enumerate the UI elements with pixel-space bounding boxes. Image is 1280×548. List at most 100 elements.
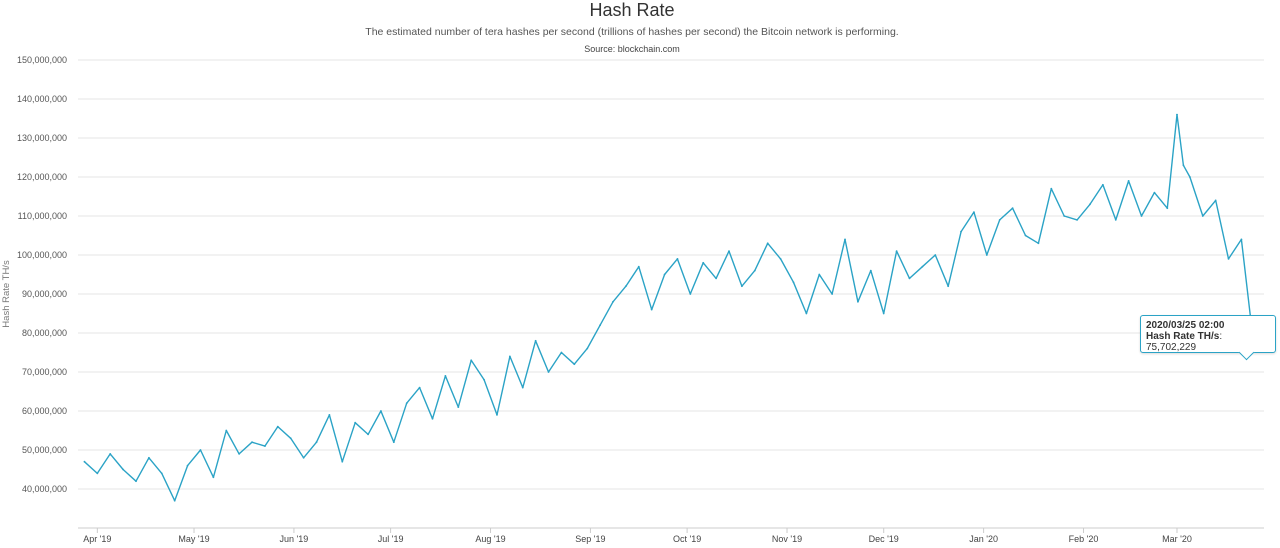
data-point [947, 285, 950, 288]
y-tick-label: 100,000,000 [17, 250, 67, 260]
data-point [818, 273, 821, 276]
y-tick-label: 60,000,000 [22, 406, 67, 416]
x-tick-label: Jun '19 [280, 534, 309, 544]
data-point [1063, 215, 1066, 217]
data-point [728, 250, 730, 253]
data-point [612, 300, 614, 303]
data-point [418, 386, 421, 389]
y-axis-label: Hash Rate TH/s [1, 260, 12, 328]
chart-source: Source: blockchain.com [584, 44, 680, 54]
data-point [135, 480, 137, 483]
data-point [1201, 215, 1204, 217]
data-point [1024, 234, 1027, 237]
data-point [857, 300, 859, 303]
x-tick-label: May '19 [178, 534, 209, 544]
y-tick-label: 140,000,000 [17, 94, 67, 104]
data-point [109, 453, 112, 455]
data-point [753, 269, 756, 272]
x-tick-label: Jul '19 [378, 534, 404, 544]
data-point [470, 359, 473, 362]
data-point [766, 242, 769, 245]
x-tick-label: Dec '19 [869, 534, 899, 544]
data-point [998, 219, 1001, 221]
y-tick-label: 120,000,000 [17, 172, 67, 182]
data-point [547, 371, 550, 373]
data-tooltip: 2020/03/25 02:00 Hash Rate TH/s: 75,702,… [1140, 315, 1276, 361]
data-point [148, 456, 150, 459]
data-point [792, 281, 795, 284]
data-point [328, 414, 331, 416]
data-point [354, 421, 357, 424]
data-point [689, 293, 692, 295]
data-point [83, 460, 86, 463]
data-point [1153, 191, 1156, 194]
data-point [1011, 207, 1014, 210]
y-tick-label: 80,000,000 [22, 328, 67, 338]
data-point [599, 324, 601, 327]
x-tick-label: Aug '19 [475, 534, 505, 544]
data-point [586, 347, 589, 350]
data-point [508, 355, 511, 358]
data-point [251, 441, 253, 444]
data-point [367, 433, 369, 436]
x-tick-label: Apr '19 [83, 534, 111, 544]
data-point [315, 441, 318, 444]
data-point [882, 312, 885, 315]
data-point [225, 429, 228, 432]
data-point [779, 258, 782, 260]
data-point [392, 441, 395, 444]
data-point [1214, 199, 1217, 202]
data-point [534, 339, 537, 342]
data-point [663, 273, 666, 276]
data-point [831, 293, 834, 295]
data-point [457, 406, 460, 408]
data-point [934, 254, 937, 256]
data-point [496, 414, 498, 416]
data-point [1182, 164, 1185, 167]
data-point [96, 472, 99, 475]
data-point [869, 269, 872, 272]
data-point [908, 277, 911, 280]
data-point [341, 460, 344, 463]
data-point [122, 468, 125, 471]
y-tick-label: 70,000,000 [22, 367, 67, 377]
chart-title: Hash Rate [589, 0, 675, 20]
x-tick-label: Sep '19 [575, 534, 605, 544]
data-point [238, 453, 241, 455]
data-point [1089, 203, 1091, 206]
x-tick-label: Jan '20 [969, 534, 998, 544]
data-point [715, 277, 718, 280]
data-point [844, 238, 846, 241]
x-tick-label: Oct '19 [673, 534, 701, 544]
data-point [741, 285, 743, 288]
data-point [921, 265, 924, 268]
data-point [1240, 238, 1243, 241]
tooltip-value: 75,702,229 [1146, 342, 1197, 353]
data-point [637, 265, 640, 268]
tooltip-separator: : [1219, 331, 1223, 342]
hash-rate-series-line[interactable] [83, 113, 1255, 502]
data-point [985, 254, 988, 256]
data-point [483, 378, 485, 381]
data-point [186, 464, 189, 467]
data-point [560, 351, 563, 354]
y-axis-ticks: 40,000,000 50,000,000 60,000,000 70,000,000… [17, 55, 67, 494]
data-point [405, 402, 408, 405]
data-point [302, 456, 305, 459]
data-point [444, 375, 447, 377]
tooltip-label: Hash Rate TH/s [1146, 331, 1220, 342]
data-point [521, 386, 524, 389]
x-axis-ticks: Apr '19 May '19 Jun '19 Jul '19 Aug '19 Sep '… [83, 528, 1192, 544]
data-point [895, 250, 898, 253]
data-point [1140, 215, 1143, 217]
tooltip-date: 2020/03/25 02:00 [1146, 320, 1225, 331]
data-points [83, 113, 1258, 502]
data-point [973, 211, 975, 214]
data-point [1050, 187, 1053, 190]
data-point [1114, 219, 1117, 221]
y-tick-label: 90,000,000 [22, 289, 67, 299]
x-tick-label: Mar '20 [1162, 534, 1192, 544]
data-point [1037, 242, 1040, 245]
data-point [199, 449, 202, 451]
